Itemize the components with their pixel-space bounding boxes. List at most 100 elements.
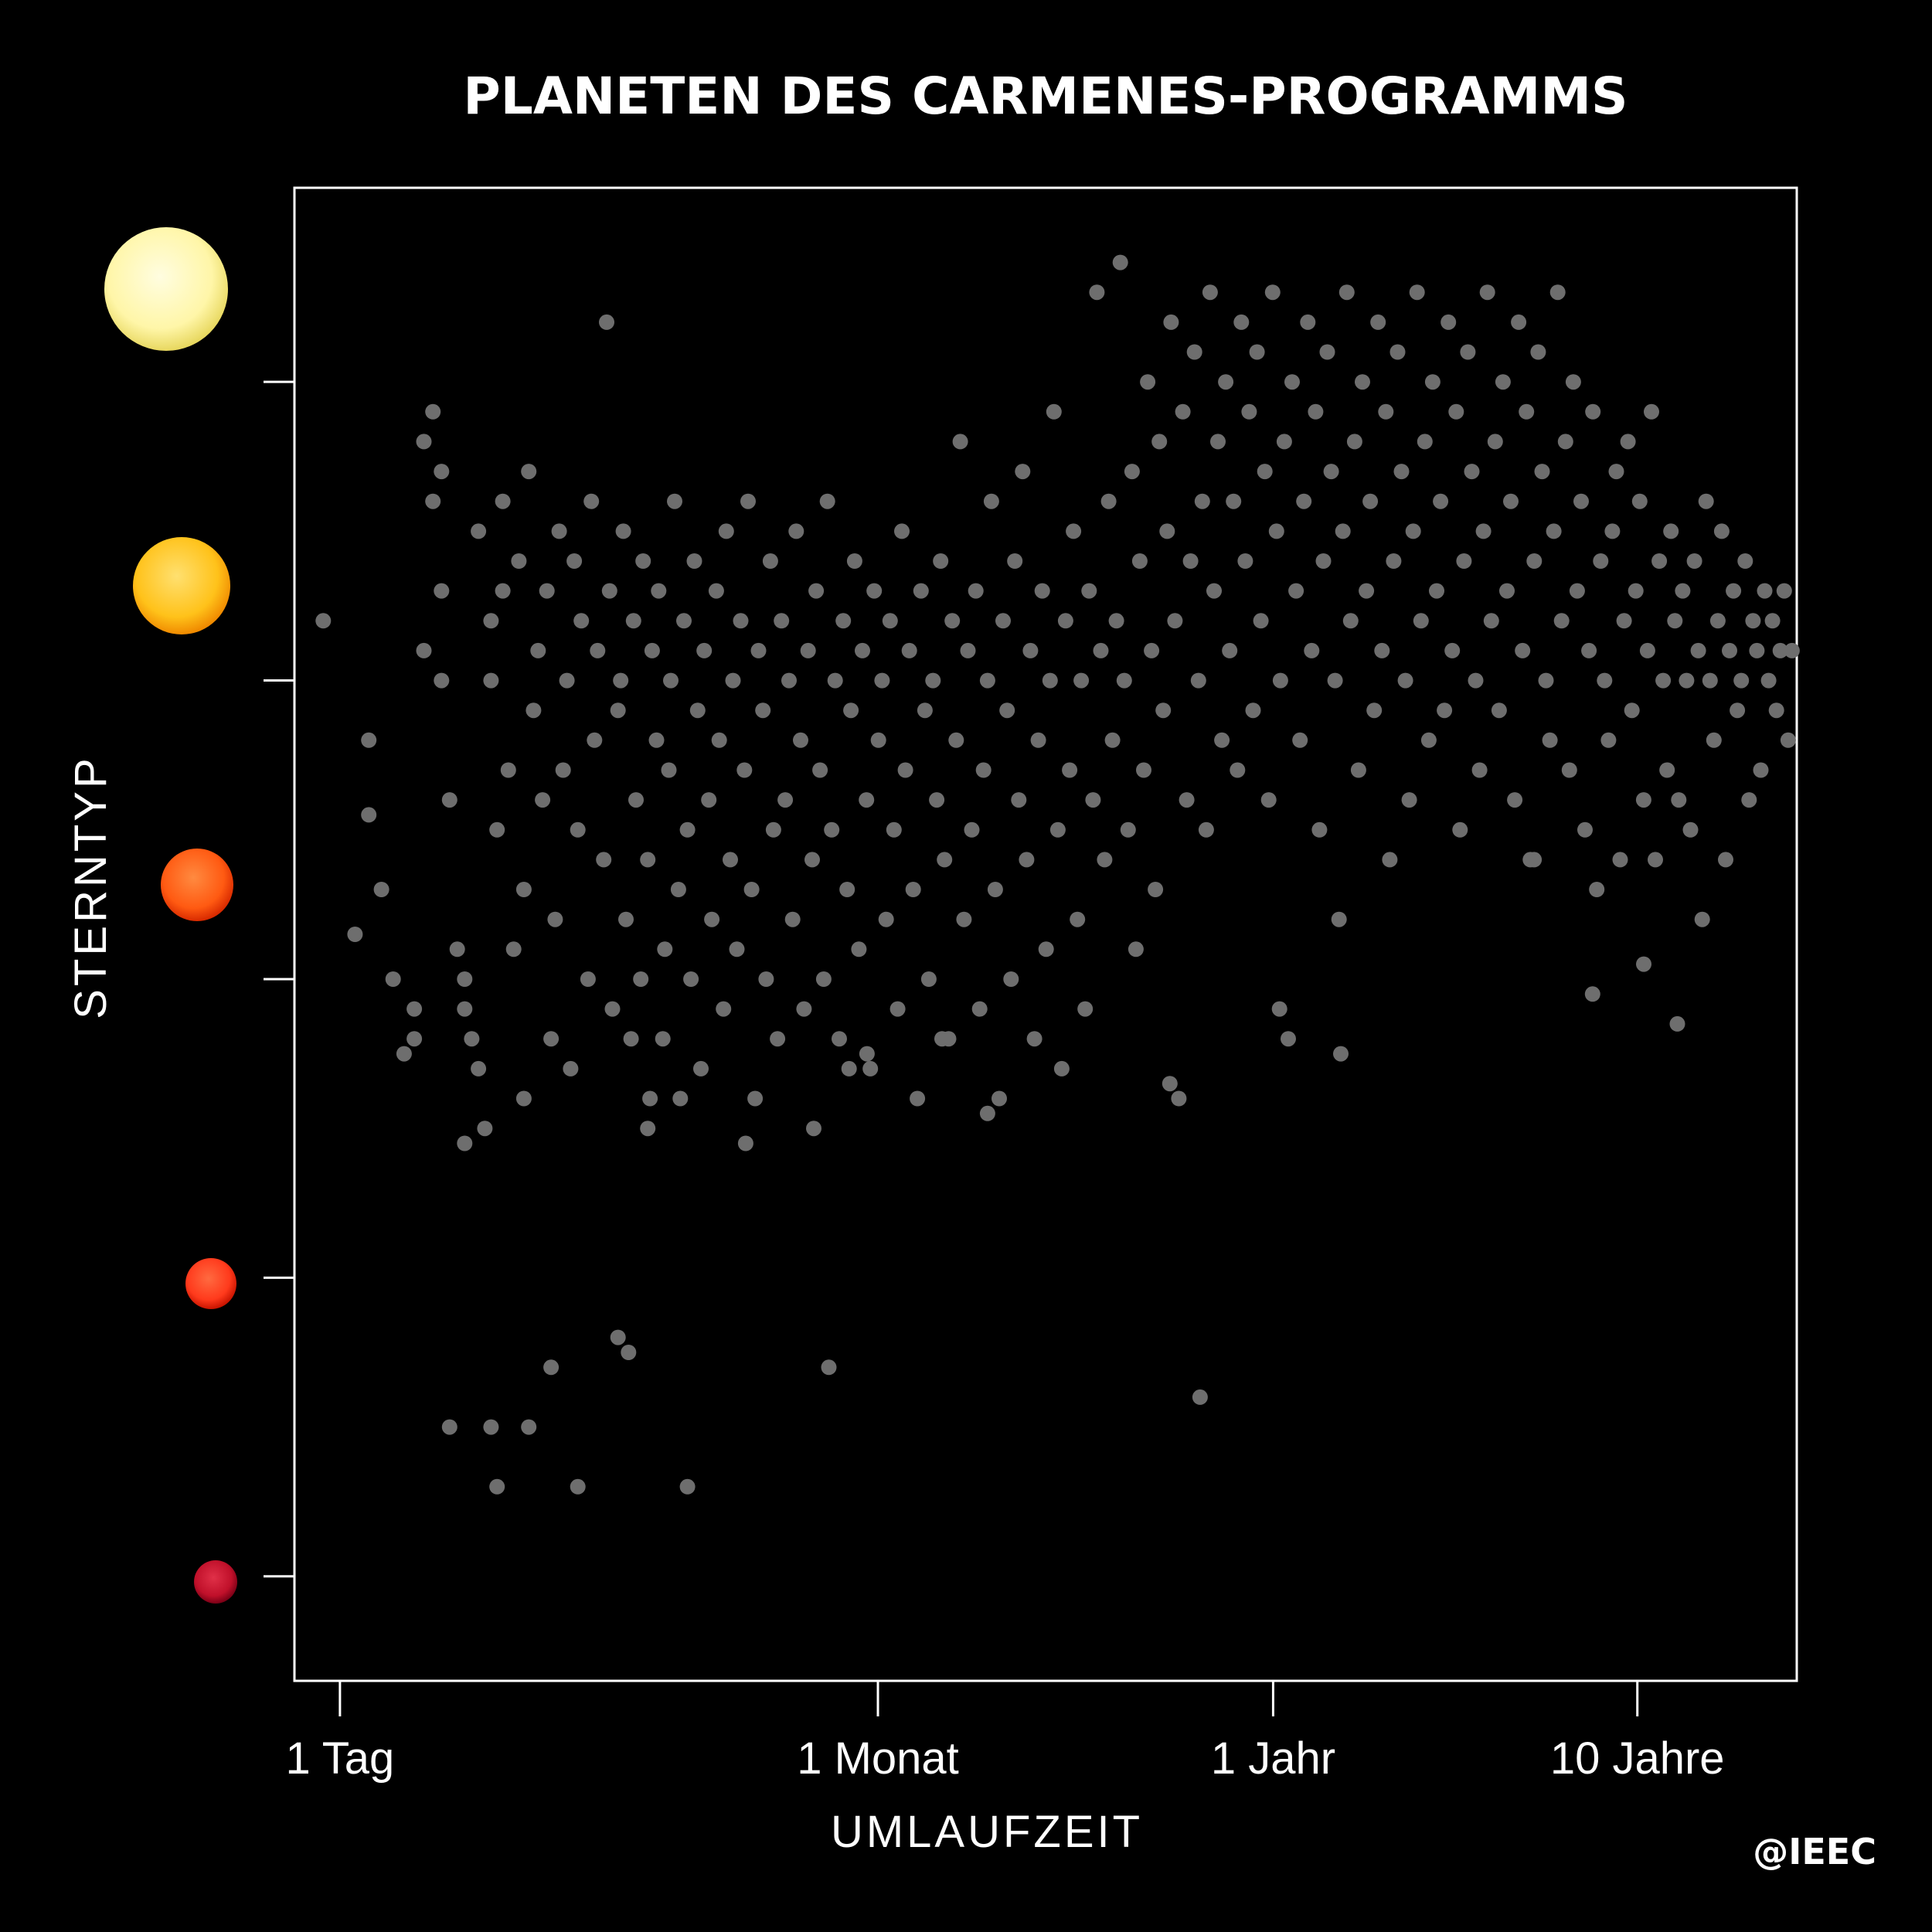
data-point — [983, 493, 999, 509]
data-point — [1030, 732, 1046, 748]
data-point — [1281, 1031, 1296, 1047]
data-point — [870, 732, 886, 748]
data-point — [1116, 672, 1132, 689]
data-point — [1148, 882, 1164, 897]
data-point — [1584, 986, 1600, 1002]
data-point — [1019, 852, 1035, 868]
data-point — [464, 1031, 480, 1047]
data-point — [701, 792, 717, 808]
data-point — [471, 523, 487, 539]
data-point — [1726, 583, 1742, 599]
data-point — [1401, 792, 1417, 808]
data-point — [489, 821, 505, 838]
data-point — [1198, 821, 1214, 838]
data-point — [979, 672, 995, 689]
data-point — [1764, 613, 1781, 629]
data-point — [808, 583, 825, 599]
data-point — [1503, 493, 1519, 509]
data-point — [956, 911, 972, 927]
data-point — [770, 1031, 786, 1047]
data-point — [1245, 702, 1261, 719]
y-axis-ticks — [264, 380, 294, 1578]
data-point — [511, 553, 527, 569]
data-point — [1140, 374, 1156, 390]
data-point — [483, 1419, 499, 1435]
data-point — [774, 613, 790, 629]
data-point — [1433, 493, 1449, 509]
data-point — [725, 672, 741, 689]
data-point — [1284, 374, 1300, 390]
data-point — [1214, 732, 1230, 748]
data-point — [1561, 762, 1577, 778]
data-point — [835, 613, 852, 629]
data-point — [804, 852, 820, 868]
data-point — [1264, 284, 1281, 301]
data-point — [1335, 523, 1351, 539]
data-point — [1444, 642, 1461, 658]
data-point — [1296, 493, 1312, 509]
data-point — [1639, 642, 1655, 658]
data-point — [886, 821, 902, 838]
data-point — [1589, 882, 1605, 897]
data-point — [1370, 314, 1386, 330]
data-point — [1331, 911, 1347, 927]
star-type-2-icon — [161, 849, 233, 921]
data-point — [477, 1121, 493, 1137]
data-point — [642, 1090, 658, 1107]
data-point — [590, 642, 606, 658]
data-point — [866, 583, 883, 599]
data-point — [1538, 672, 1554, 689]
data-point — [1276, 434, 1292, 450]
data-point — [406, 1031, 423, 1047]
data-point — [1085, 792, 1101, 808]
data-point — [755, 702, 771, 719]
data-point — [1768, 702, 1784, 719]
data-point — [1448, 403, 1464, 420]
data-point — [1620, 434, 1636, 450]
data-point — [434, 583, 450, 599]
data-point — [1104, 732, 1121, 748]
data-point — [373, 882, 389, 897]
data-point — [667, 493, 682, 509]
data-point — [1569, 583, 1585, 599]
data-point — [1675, 583, 1691, 599]
data-point — [777, 792, 794, 808]
data-point — [1190, 672, 1206, 689]
data-point — [495, 583, 511, 599]
data-point — [743, 882, 760, 897]
data-point — [1131, 553, 1148, 569]
data-point — [1542, 732, 1558, 748]
data-point — [1300, 314, 1316, 330]
data-point — [672, 1090, 689, 1107]
data-point — [1718, 852, 1733, 868]
data-point — [1062, 762, 1078, 778]
data-point — [975, 762, 992, 778]
data-point — [530, 642, 546, 658]
data-point — [1089, 284, 1105, 301]
data-point — [1686, 553, 1702, 569]
data-point — [1682, 821, 1699, 838]
data-point — [1192, 1389, 1208, 1405]
data-point — [515, 1090, 532, 1107]
data-point — [1026, 1031, 1043, 1047]
data-point — [1226, 493, 1242, 509]
data-point — [1722, 642, 1737, 658]
data-point — [1046, 403, 1062, 420]
data-point — [827, 672, 843, 689]
data-point — [1698, 493, 1714, 509]
data-point — [806, 1121, 821, 1137]
data-point — [765, 821, 781, 838]
data-point — [740, 493, 756, 509]
data-point — [515, 882, 532, 897]
data-point — [610, 702, 626, 719]
data-point — [1608, 464, 1624, 480]
data-point — [1304, 642, 1320, 658]
data-point — [708, 583, 724, 599]
data-point — [1499, 583, 1515, 599]
data-point — [683, 971, 699, 987]
data-point — [1424, 374, 1440, 390]
data-point — [655, 1031, 671, 1047]
data-point — [1772, 642, 1788, 658]
data-point — [686, 553, 702, 569]
